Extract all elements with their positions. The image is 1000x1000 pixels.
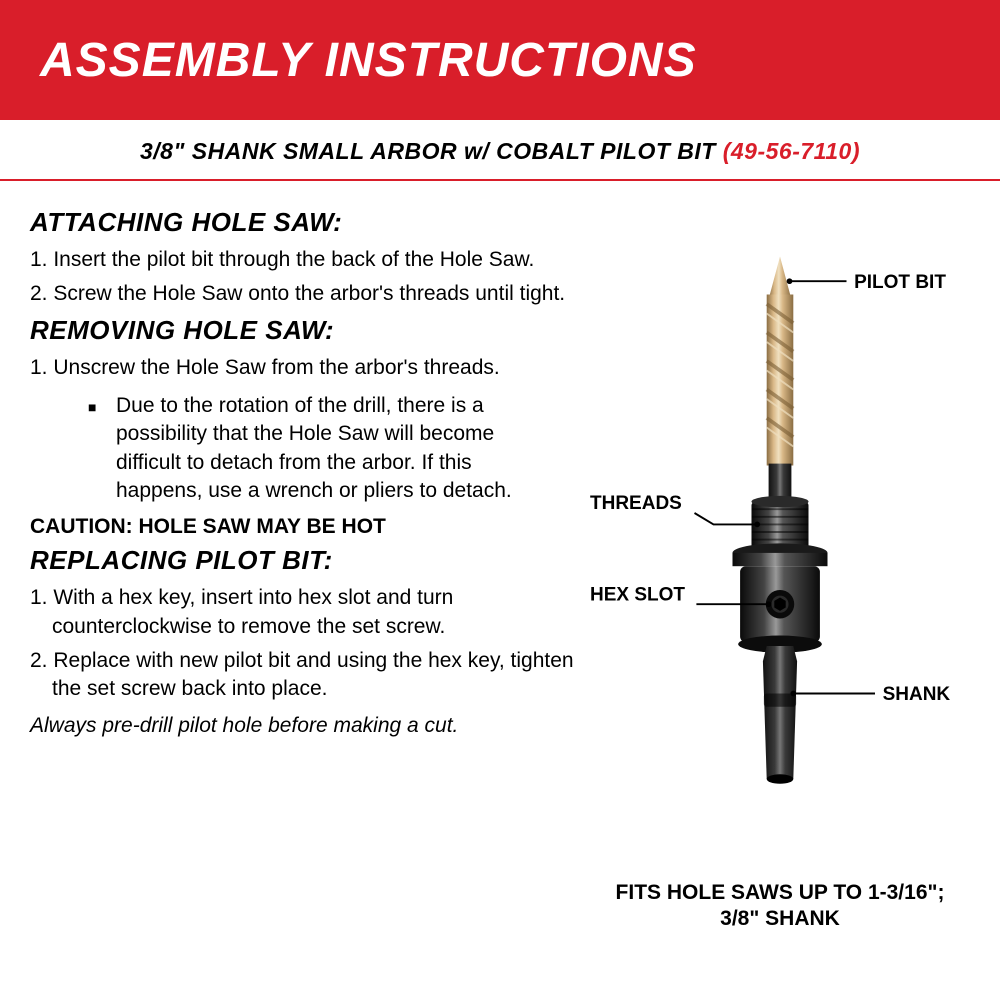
attach-step-2: 2. Screw the Hole Saw onto the arbor's t… [30,280,580,308]
attach-title: ATTACHING HOLE SAW: [30,207,580,238]
label-pilot-bit: PILOT BIT [854,272,946,293]
subheader: 3/8" SHANK SMALL ARBOR w/ COBALT PILOT B… [0,120,1000,181]
instructions-column: ATTACHING HOLE SAW: 1. Insert the pilot … [30,201,590,933]
fit-line-1: FITS HOLE SAWS UP TO 1-3/16"; [590,880,970,906]
bit-tip [769,257,792,300]
replace-title: REPLACING PILOT BIT: [30,545,580,576]
replace-step-1: 1. With a hex key, insert into hex slot … [30,584,580,641]
content-area: ATTACHING HOLE SAW: 1. Insert the pilot … [0,181,1000,933]
page-title: ASSEMBLY INSTRUCTIONS [40,33,697,88]
product-name: 3/8" SHANK SMALL ARBOR w/ COBALT PILOT B… [140,138,723,164]
label-hex-slot: HEX SLOT [590,584,685,605]
shank-body [763,646,797,779]
arbor-diagram: PILOT BIT THREADS HEX SLOT SHANK [590,231,970,871]
final-note: Always pre-drill pilot hole before makin… [30,714,580,738]
label-threads: THREADS [590,493,682,514]
remove-bullet: ■ Due to the rotation of the drill, ther… [88,392,548,505]
header-band: ASSEMBLY INSTRUCTIONS [0,0,1000,120]
diagram-column: PILOT BIT THREADS HEX SLOT SHANK FITS HO… [590,201,970,933]
remove-title: REMOVING HOLE SAW: [30,315,580,346]
attach-step-1: 1. Insert the pilot bit through the back… [30,246,580,274]
flange [733,553,828,566]
caution-text: CAUTION: HOLE SAW MAY BE HOT [30,515,580,539]
bullet-icon: ■ [88,392,116,505]
replace-step-2: 2. Replace with new pilot bit and using … [30,647,580,704]
product-code: (49-56-7110) [723,138,860,164]
fit-text: FITS HOLE SAWS UP TO 1-3/16"; 3/8" SHANK [590,880,970,933]
remove-step-1: 1. Unscrew the Hole Saw from the arbor's… [30,354,580,382]
remove-bullet-text: Due to the rotation of the drill, there … [116,392,548,505]
thread-top [752,496,809,507]
fit-line-2: 3/8" SHANK [590,906,970,932]
shank-tip [767,774,794,784]
label-shank: SHANK [883,684,951,705]
